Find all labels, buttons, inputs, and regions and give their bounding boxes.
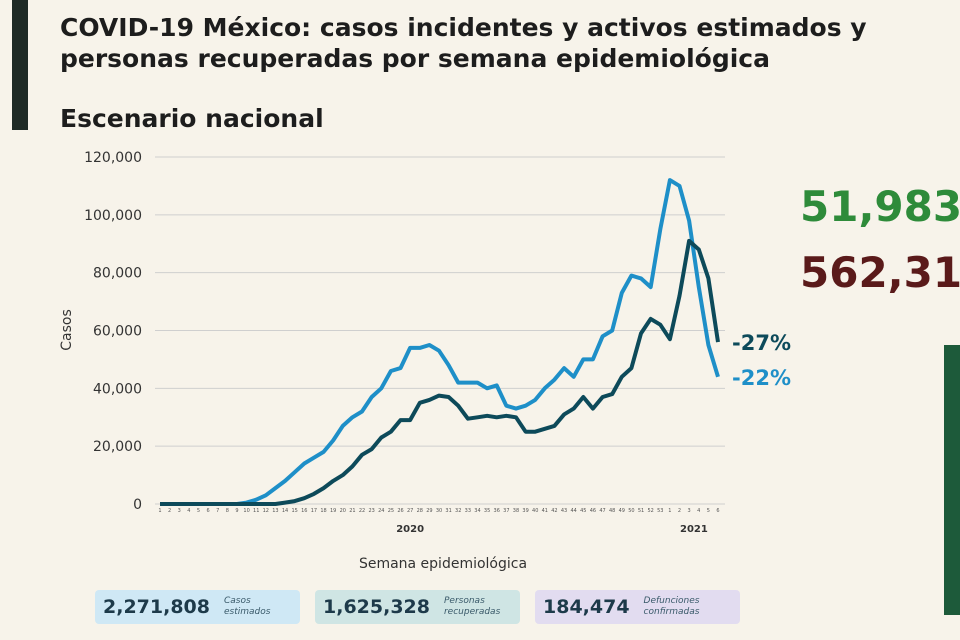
x-tick-label: 22 (359, 508, 365, 514)
x-tick-label: 16 (301, 508, 307, 514)
y-tick-label: 0 (133, 497, 142, 513)
summary-label: Personas recuperadas (443, 596, 501, 617)
x-tick-label: 42 (551, 508, 557, 514)
summary-box: 1,625,328 Personas recuperadas (315, 590, 520, 624)
x-tick-label: 5 (707, 508, 710, 514)
summary-value: 184,474 (543, 596, 630, 618)
x-tick-label: 10 (243, 508, 249, 514)
x-tick-label: 51 (638, 508, 644, 514)
y-tick-label: 60,000 (93, 324, 142, 340)
x-tick-label: 3 (688, 508, 691, 514)
x-tick-label: 26 (397, 508, 403, 514)
series-line (160, 178, 720, 506)
x-tick-label: 3 (178, 508, 181, 514)
x-tick-label: 21 (349, 508, 355, 514)
x-tick-label: 6 (207, 508, 210, 514)
x-tick-label: 4 (187, 508, 190, 514)
x-tick-label: 34 (474, 508, 480, 514)
x-tick-label: 17 (311, 508, 317, 514)
summary-value: 1,625,328 (323, 596, 430, 618)
x-tick-label: 44 (571, 508, 577, 514)
year-label: 2020 (396, 524, 424, 535)
x-tick-label: 11 (253, 508, 259, 514)
x-tick-label: 49 (619, 508, 625, 514)
title: COVID-19 México: casos incidentes y acti… (60, 13, 867, 73)
end-label: -27% (732, 331, 791, 355)
x-tick-label: 41 (542, 508, 548, 514)
summary-label: Casos estimados (223, 596, 271, 617)
x-tick-label: 28 (417, 508, 423, 514)
x-tick-label: 47 (599, 508, 605, 514)
headline-number: 51,983 (800, 182, 960, 231)
x-tick-label: 12 (263, 508, 269, 514)
x-tick-label: 50 (628, 508, 634, 514)
x-tick-label: 53 (657, 508, 663, 514)
y-tick-label: 20,000 (93, 439, 142, 455)
x-tick-label: 45 (580, 508, 586, 514)
x-tick-label: 2 (678, 508, 681, 514)
x-tick-label: 38 (513, 508, 519, 514)
x-tick-label: 7 (216, 508, 219, 514)
x-tick-label: 25 (388, 508, 394, 514)
x-tick-label: 30 (436, 508, 442, 514)
x-tick-label: 20 (340, 508, 346, 514)
x-tick-label: 13 (272, 508, 278, 514)
series-line (160, 238, 720, 506)
x-tick-label: 1 (158, 508, 161, 514)
x-tick-label: 15 (292, 508, 298, 514)
subtitle: Escenario nacional (60, 104, 324, 133)
x-tick-label: 9 (235, 508, 238, 514)
x-tick-label: 6 (716, 508, 719, 514)
x-tick-label: 40 (532, 508, 538, 514)
year-label: 2021 (680, 524, 708, 535)
x-tick-label: 29 (426, 508, 432, 514)
summary-label: Defunciones confirmadas (643, 596, 700, 617)
x-tick-label: 39 (522, 508, 528, 514)
x-tick-label: 46 (590, 508, 596, 514)
side-bar (12, 0, 28, 130)
x-tick-label: 27 (407, 508, 413, 514)
x-tick-label: 35 (484, 508, 490, 514)
end-label: -22% (732, 366, 791, 390)
summary-box: 2,271,808 Casos estimados (95, 590, 300, 624)
x-tick-label: 33 (465, 508, 471, 514)
x-tick-label: 48 (609, 508, 615, 514)
x-tick-label: 36 (494, 508, 500, 514)
x-tick-label: 5 (197, 508, 200, 514)
x-tick-label: 18 (320, 508, 326, 514)
summary-value: 2,271,808 (103, 596, 210, 618)
summary-box: 184,474 Defunciones confirmadas (535, 590, 740, 624)
side-panel (944, 345, 960, 615)
x-tick-label: 32 (455, 508, 461, 514)
y-tick-label: 120,000 (84, 150, 142, 166)
x-tick-label: 19 (330, 508, 336, 514)
y-tick-label: 80,000 (93, 266, 142, 282)
x-tick-label: 8 (226, 508, 229, 514)
x-tick-label: 43 (561, 508, 567, 514)
x-tick-label: 24 (378, 508, 384, 514)
x-tick-label: 52 (647, 508, 653, 514)
x-tick-label: 1 (668, 508, 671, 514)
x-tick-label: 23 (368, 508, 374, 514)
y-axis-label: Casos (59, 309, 75, 351)
x-tick-label: 31 (445, 508, 451, 514)
y-tick-label: 100,000 (84, 208, 142, 224)
y-tick-label: 40,000 (93, 381, 142, 397)
x-tick-label: 37 (503, 508, 509, 514)
x-tick-label: 4 (697, 508, 700, 514)
headline-number: 562,311 (800, 248, 960, 297)
x-tick-label: 14 (282, 508, 288, 514)
x-tick-label: 2 (168, 508, 171, 514)
x-axis-label: Semana epidemiológica (359, 556, 527, 572)
